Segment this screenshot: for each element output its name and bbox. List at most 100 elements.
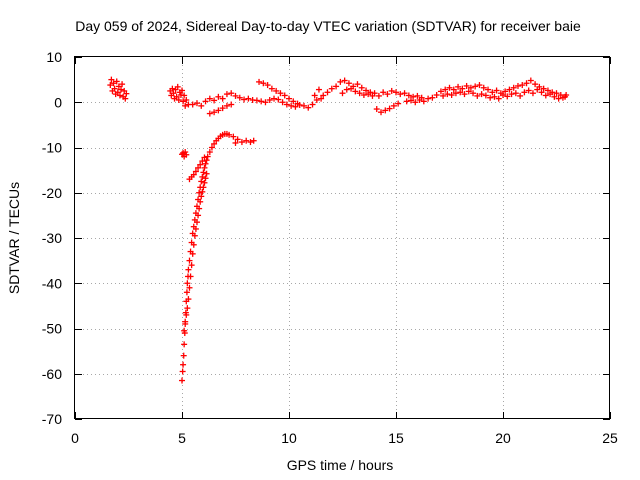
data-point xyxy=(485,86,492,93)
data-point xyxy=(260,80,267,87)
data-point xyxy=(292,103,299,110)
data-point xyxy=(542,92,549,99)
data-point xyxy=(200,184,207,191)
data-point xyxy=(243,137,250,144)
data-point xyxy=(275,96,282,103)
data-point xyxy=(118,86,125,93)
data-point xyxy=(405,92,412,99)
data-point xyxy=(508,91,515,98)
data-point xyxy=(110,80,117,87)
data-point xyxy=(268,85,275,92)
data-point xyxy=(234,136,241,143)
data-point xyxy=(198,193,205,200)
data-point xyxy=(470,90,477,97)
data-point xyxy=(230,133,237,140)
data-point xyxy=(241,96,248,103)
data-point xyxy=(442,86,449,93)
data-point xyxy=(198,178,205,185)
data-point xyxy=(318,95,325,102)
data-point xyxy=(324,89,331,96)
data-point xyxy=(465,88,472,95)
data-point xyxy=(345,80,352,87)
data-point xyxy=(529,90,536,97)
data-point xyxy=(181,92,188,99)
data-point xyxy=(506,86,513,93)
data-point xyxy=(388,87,395,94)
data-point xyxy=(183,311,190,318)
data-point xyxy=(444,91,451,98)
data-point xyxy=(196,189,203,196)
y-tick-label: 0 xyxy=(54,94,62,110)
data-point xyxy=(169,85,176,92)
data-point xyxy=(341,77,348,84)
data-point xyxy=(286,95,292,102)
data-point xyxy=(500,92,506,99)
data-point xyxy=(446,84,453,91)
data-point xyxy=(264,82,271,89)
data-point xyxy=(555,95,562,102)
data-point xyxy=(414,92,421,99)
data-point xyxy=(184,280,191,287)
data-point xyxy=(211,109,218,116)
data-point xyxy=(215,93,222,100)
y-tick-label: -20 xyxy=(42,185,62,201)
data-point xyxy=(238,139,245,146)
data-point xyxy=(363,87,370,94)
data-point xyxy=(277,90,284,97)
x-axis-label: GPS time / hours xyxy=(287,457,394,473)
data-point xyxy=(111,85,118,92)
data-point xyxy=(185,266,192,273)
data-point xyxy=(375,92,382,99)
data-point xyxy=(185,296,192,303)
data-point xyxy=(173,93,180,100)
data-point xyxy=(487,94,494,101)
plot-frame xyxy=(74,56,610,419)
data-point xyxy=(206,149,213,156)
data-point xyxy=(186,284,193,291)
y-tick-label: -30 xyxy=(42,230,62,246)
data-point xyxy=(123,90,130,97)
data-point xyxy=(107,82,114,89)
data-point xyxy=(253,97,260,104)
data-point xyxy=(114,89,121,96)
data-point xyxy=(170,90,177,97)
x-tick-label: 25 xyxy=(602,430,618,446)
data-point xyxy=(333,83,340,90)
data-point xyxy=(401,90,408,97)
data-point xyxy=(183,96,190,103)
data-point xyxy=(521,89,528,96)
data-point xyxy=(279,99,286,106)
data-point xyxy=(463,82,470,89)
data-point xyxy=(179,377,185,384)
data-point xyxy=(472,83,479,90)
data-point xyxy=(181,341,188,348)
data-point xyxy=(119,81,126,88)
data-point xyxy=(232,92,239,99)
data-point xyxy=(378,109,385,116)
data-point xyxy=(553,90,560,97)
data-point xyxy=(452,90,459,97)
data-point xyxy=(236,94,243,101)
data-point xyxy=(208,144,215,151)
data-point xyxy=(523,80,530,87)
data-point xyxy=(258,98,265,105)
data-point xyxy=(534,86,541,93)
data-point xyxy=(245,95,252,102)
data-point xyxy=(300,102,307,109)
data-point xyxy=(328,85,335,92)
data-point xyxy=(200,169,207,176)
data-point xyxy=(360,92,367,99)
grid-lines xyxy=(75,57,610,419)
x-tick-labels: 0 5 10 15 20 25 xyxy=(71,430,618,446)
data-point xyxy=(551,93,558,100)
data-point xyxy=(356,90,363,97)
data-point xyxy=(183,151,190,158)
data-point xyxy=(517,92,524,99)
data-point xyxy=(197,161,204,168)
data-point xyxy=(527,77,534,84)
data-point xyxy=(547,91,554,98)
data-point xyxy=(266,96,273,103)
y-tick-labels: -70 -60 -50 -40 -30 -20 -10 0 10 xyxy=(42,49,62,427)
data-point xyxy=(305,104,312,111)
